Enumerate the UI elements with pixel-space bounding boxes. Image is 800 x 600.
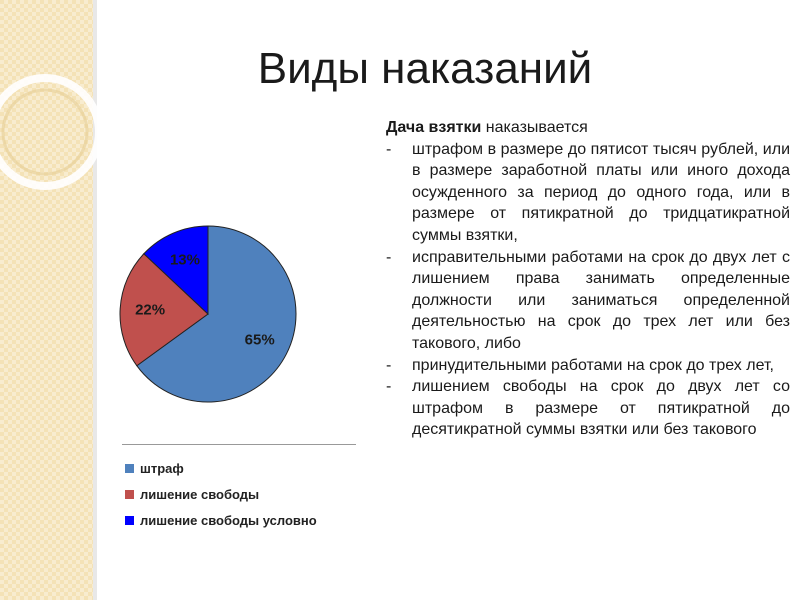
list-item: исправительными работами на срок до двух… — [386, 247, 790, 355]
page-title: Виды наказаний — [257, 44, 593, 93]
intro-bold: Дача взятки — [386, 119, 482, 136]
pie-slice-suspended — [143, 225, 209, 316]
intro-line: Дача взятки наказывается — [386, 117, 790, 139]
legend-swatch — [125, 463, 134, 473]
decorative-side-strip — [0, 0, 93, 600]
legend-label: штраф — [140, 460, 184, 476]
punishment-description: Дача взятки наказывается штрафом в разме… — [386, 117, 790, 441]
decorative-divider — [93, 0, 97, 600]
decorative-rings — [0, 74, 103, 190]
chart-legend: штраф лишение свободы лишение свободы ус… — [122, 444, 356, 533]
legend-label: лишение свободы условно — [140, 512, 317, 528]
data-label-suspended: 13% — [170, 252, 200, 269]
legend-swatch — [125, 489, 134, 499]
data-label-fine: 65% — [245, 331, 275, 348]
pie-slice-fine — [136, 225, 297, 403]
legend-label: лишение свободы — [140, 486, 260, 502]
list-item: принудительными работами на срок до трех… — [386, 355, 790, 377]
legend-item-suspended: лишение свободы условно — [122, 507, 356, 533]
legend-item-imprisonment: лишение свободы — [122, 481, 356, 507]
list-item: штрафом в размере до пятисот тысяч рубле… — [386, 139, 790, 247]
data-label-imprisonment: 22% — [135, 301, 165, 318]
pie-slice-imprisonment — [119, 253, 209, 367]
punishment-list: штрафом в размере до пятисот тысяч рубле… — [386, 139, 790, 441]
legend-swatch — [125, 515, 134, 525]
list-item: лишением свободы на срок до двух лет со … — [386, 376, 790, 441]
legend-item-fine: штраф — [122, 455, 356, 481]
pie-chart: 65% 22% 13% — [119, 225, 297, 403]
intro-rest: наказывается — [481, 119, 588, 136]
